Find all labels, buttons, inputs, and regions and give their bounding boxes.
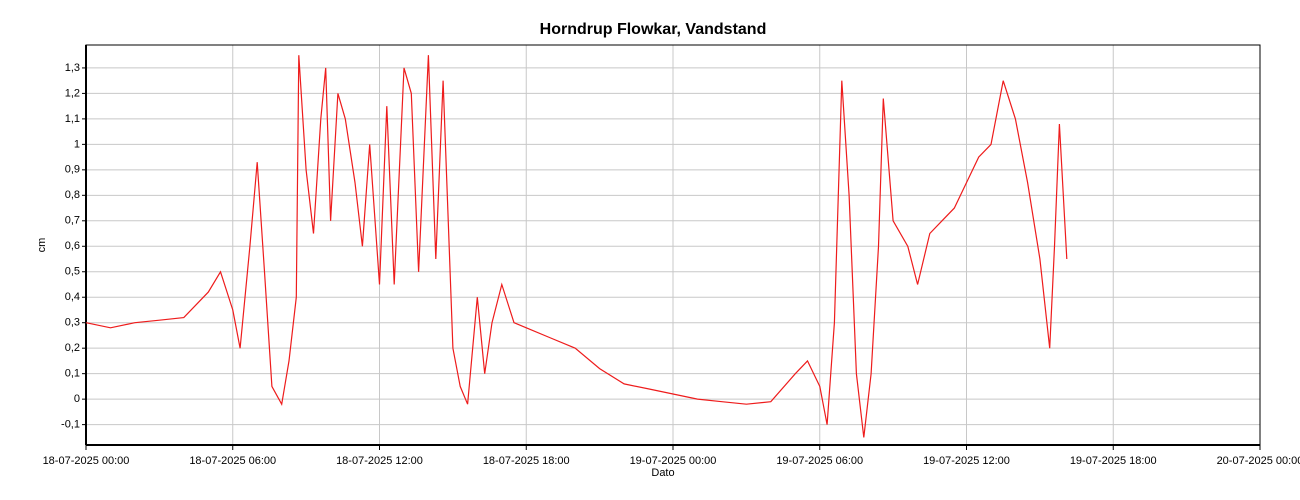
y-tick-label: 0,6	[65, 240, 80, 252]
data-line	[85, 55, 1068, 438]
y-tick-label: -0,1	[61, 419, 80, 431]
y-tick-label: 1,3	[65, 62, 80, 74]
y-tick-label: 0,2	[65, 342, 80, 354]
x-tick-label: 19-07-2025 18:00	[1070, 455, 1157, 467]
y-tick-label: 1	[74, 138, 80, 150]
x-tick-label: 19-07-2025 00:00	[630, 455, 717, 467]
y-tick-label: 0,1	[65, 368, 80, 380]
y-tick-label: 0,7	[65, 215, 80, 227]
x-tick-label: 18-07-2025 18:00	[483, 455, 570, 467]
x-axis-label: Dato	[651, 467, 674, 479]
x-tick-label: 18-07-2025 06:00	[189, 455, 276, 467]
x-tick-label: 20-07-2025 00:00	[1217, 455, 1300, 467]
x-tick-label: 18-07-2025 00:00	[43, 455, 130, 467]
x-tick-label: 19-07-2025 06:00	[776, 455, 863, 467]
y-tick-label: 0,9	[65, 164, 80, 176]
y-tick-label: 0,5	[65, 266, 80, 278]
chart-title: Horndrup Flowkar, Vandstand	[540, 21, 767, 38]
x-tick-label: 19-07-2025 12:00	[923, 455, 1010, 467]
x-tick-label: 18-07-2025 12:00	[336, 455, 423, 467]
y-axis-label: cm	[36, 238, 48, 253]
y-tick-label: 0,3	[65, 317, 80, 329]
y-tick-label: 0,8	[65, 189, 80, 201]
y-tick-label: 1,2	[65, 87, 80, 99]
y-tick-label: 0	[74, 393, 80, 405]
y-tick-label: 0,4	[65, 291, 80, 303]
y-tick-label: 1,1	[65, 113, 80, 125]
